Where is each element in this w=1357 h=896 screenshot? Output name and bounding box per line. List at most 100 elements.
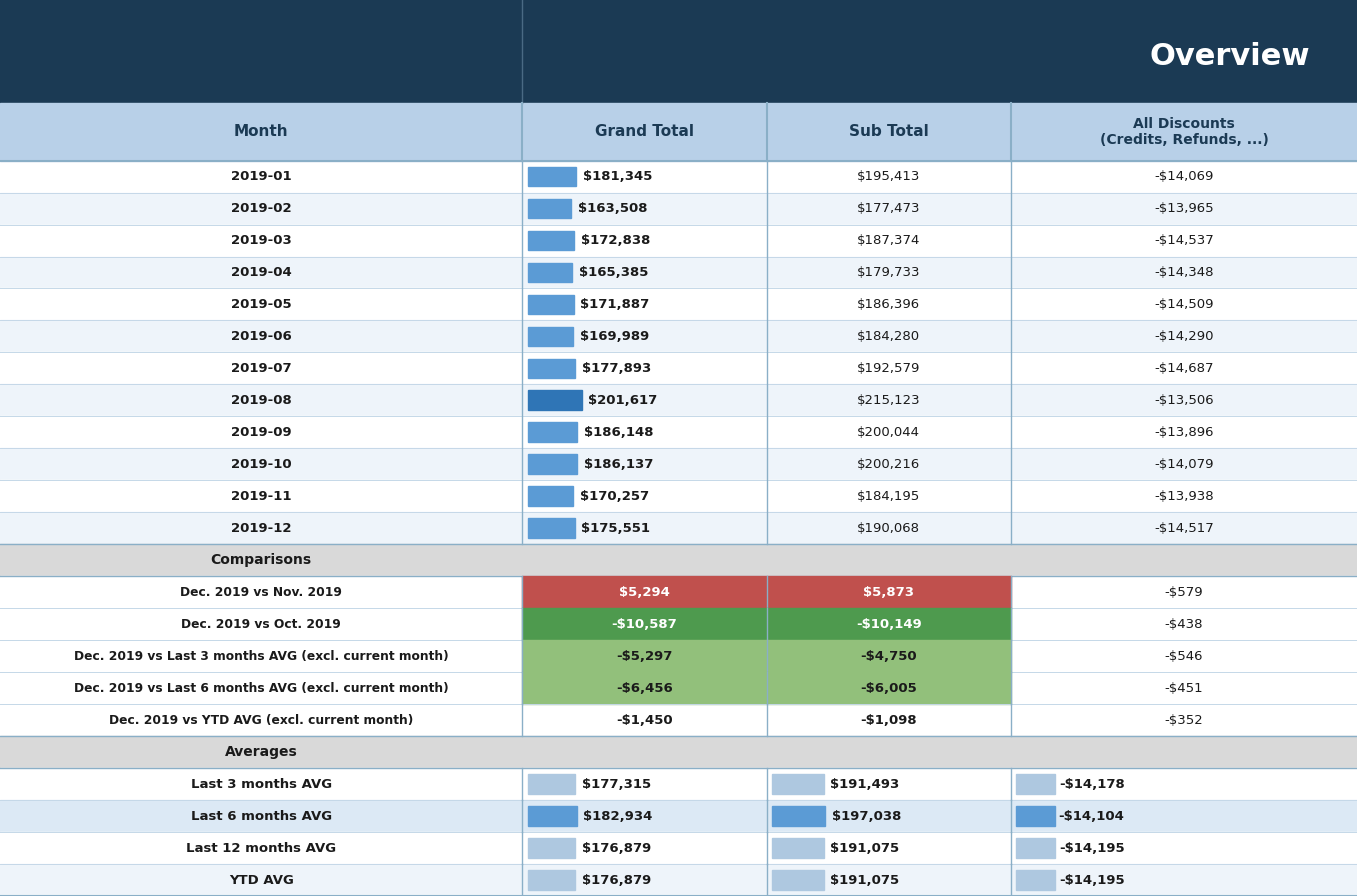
Bar <box>528 391 582 410</box>
Text: 2019-07: 2019-07 <box>231 362 292 375</box>
Bar <box>772 806 825 826</box>
Text: $179,733: $179,733 <box>858 266 920 279</box>
Text: Dec. 2019 vs Last 3 months AVG (excl. current month): Dec. 2019 vs Last 3 months AVG (excl. cu… <box>73 650 449 663</box>
Bar <box>0 737 1357 768</box>
Text: -$10,587: -$10,587 <box>612 617 677 631</box>
Text: $201,617: $201,617 <box>589 394 658 407</box>
Text: $191,075: $191,075 <box>830 874 900 886</box>
Bar <box>1016 870 1054 890</box>
Bar <box>0 225 1357 256</box>
Text: $172,838: $172,838 <box>581 234 650 247</box>
Text: -$5,297: -$5,297 <box>616 650 673 663</box>
Text: -$1,098: -$1,098 <box>860 713 917 727</box>
Text: 2019-08: 2019-08 <box>231 394 292 407</box>
Text: -$13,896: -$13,896 <box>1155 426 1213 439</box>
Text: Dec. 2019 vs YTD AVG (excl. current month): Dec. 2019 vs YTD AVG (excl. current mont… <box>109 713 414 727</box>
Text: -$352: -$352 <box>1164 713 1204 727</box>
Text: -$6,456: -$6,456 <box>616 682 673 694</box>
Bar <box>528 774 575 794</box>
Text: Dec. 2019 vs Oct. 2019: Dec. 2019 vs Oct. 2019 <box>182 617 341 631</box>
Text: $186,137: $186,137 <box>585 458 654 471</box>
Text: 2019-12: 2019-12 <box>231 521 292 535</box>
Bar <box>772 870 824 890</box>
Text: $195,413: $195,413 <box>858 170 920 183</box>
Text: $200,216: $200,216 <box>858 458 920 471</box>
Text: -$14,178: -$14,178 <box>1058 778 1125 790</box>
Text: Dec. 2019 vs Nov. 2019: Dec. 2019 vs Nov. 2019 <box>180 586 342 599</box>
Text: Last 6 months AVG: Last 6 months AVG <box>191 810 331 823</box>
Bar <box>772 774 824 794</box>
Text: -$14,290: -$14,290 <box>1155 330 1213 343</box>
Text: $5,873: $5,873 <box>863 586 915 599</box>
Text: $186,396: $186,396 <box>858 298 920 311</box>
Bar <box>528 806 577 826</box>
Bar <box>0 576 1357 608</box>
Text: $181,345: $181,345 <box>584 170 653 183</box>
Bar <box>528 454 578 474</box>
Text: Last 12 months AVG: Last 12 months AVG <box>186 841 337 855</box>
Bar <box>0 704 1357 737</box>
Text: $197,038: $197,038 <box>832 810 901 823</box>
Bar <box>0 352 1357 384</box>
Text: -$14,509: -$14,509 <box>1155 298 1213 311</box>
Bar <box>1016 774 1054 794</box>
Text: $176,879: $176,879 <box>582 841 651 855</box>
Bar <box>528 422 578 443</box>
Bar <box>522 608 1011 641</box>
Text: 2019-02: 2019-02 <box>231 202 292 215</box>
Text: Month: Month <box>233 125 289 139</box>
Text: $175,551: $175,551 <box>581 521 650 535</box>
Text: -$438: -$438 <box>1164 617 1204 631</box>
Bar <box>528 230 574 251</box>
Text: Grand Total: Grand Total <box>596 125 693 139</box>
Text: $192,579: $192,579 <box>858 362 920 375</box>
Text: -$14,687: -$14,687 <box>1155 362 1213 375</box>
Text: 2019-05: 2019-05 <box>231 298 292 311</box>
Bar <box>0 768 1357 800</box>
Bar <box>528 167 577 186</box>
Text: -$13,938: -$13,938 <box>1155 490 1213 503</box>
Text: Averages: Averages <box>225 745 297 759</box>
Text: $190,068: $190,068 <box>858 521 920 535</box>
Text: $182,934: $182,934 <box>584 810 653 823</box>
Text: $5,294: $5,294 <box>619 586 670 599</box>
Bar <box>0 544 1357 576</box>
Bar <box>528 487 573 506</box>
Text: -$14,195: -$14,195 <box>1058 841 1125 855</box>
Text: 2019-09: 2019-09 <box>231 426 292 439</box>
Text: $191,075: $191,075 <box>830 841 900 855</box>
Bar <box>0 448 1357 480</box>
Bar <box>0 103 1357 160</box>
Bar <box>0 384 1357 417</box>
Text: $187,374: $187,374 <box>858 234 920 247</box>
Text: $170,257: $170,257 <box>579 490 649 503</box>
Text: -$14,069: -$14,069 <box>1155 170 1213 183</box>
Bar <box>528 838 575 858</box>
Text: 2019-01: 2019-01 <box>231 170 292 183</box>
Text: Dec. 2019 vs Last 6 months AVG (excl. current month): Dec. 2019 vs Last 6 months AVG (excl. cu… <box>73 682 449 694</box>
Bar <box>528 519 574 538</box>
Text: $176,879: $176,879 <box>582 874 651 886</box>
Bar <box>528 199 571 219</box>
Bar <box>528 295 574 314</box>
Text: Last 3 months AVG: Last 3 months AVG <box>191 778 331 790</box>
Text: 2019-06: 2019-06 <box>231 330 292 343</box>
Text: Comparisons: Comparisons <box>210 553 312 567</box>
Text: -$14,104: -$14,104 <box>1058 810 1125 823</box>
Bar <box>0 608 1357 641</box>
Bar <box>0 256 1357 289</box>
Text: Sub Total: Sub Total <box>849 125 928 139</box>
Bar <box>0 641 1357 672</box>
Text: $186,148: $186,148 <box>585 426 654 439</box>
Bar <box>0 193 1357 225</box>
Text: $169,989: $169,989 <box>579 330 649 343</box>
Bar <box>522 641 1011 672</box>
Text: -$1,450: -$1,450 <box>616 713 673 727</box>
Text: -$4,750: -$4,750 <box>860 650 917 663</box>
Text: -$13,965: -$13,965 <box>1155 202 1213 215</box>
Text: $165,385: $165,385 <box>578 266 649 279</box>
Bar <box>528 870 575 890</box>
Text: $215,123: $215,123 <box>858 394 920 407</box>
Bar <box>0 321 1357 352</box>
Bar <box>0 832 1357 864</box>
